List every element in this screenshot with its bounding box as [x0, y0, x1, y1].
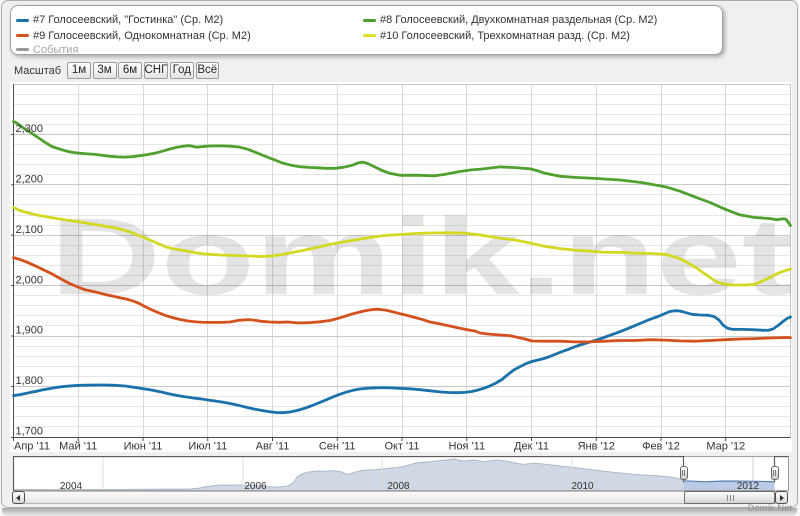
svg-text:Июн '11: Июн '11	[124, 441, 163, 453]
svg-text:2,100: 2,100	[16, 224, 44, 236]
svg-text:Авг '11: Авг '11	[256, 441, 290, 453]
svg-text:Май '11: Май '11	[59, 441, 97, 453]
svg-text:1,800: 1,800	[16, 375, 44, 387]
svg-text:2004: 2004	[60, 481, 83, 492]
svg-text:2008: 2008	[387, 481, 410, 492]
svg-text:Янв '12: Янв '12	[578, 441, 615, 453]
svg-text:2,200: 2,200	[16, 174, 44, 186]
svg-text:2,000: 2,000	[16, 274, 44, 286]
svg-text:Domik.net: Domik.net	[50, 196, 793, 318]
svg-text:Ноя '11: Ноя '11	[449, 441, 486, 453]
svg-text:2012: 2012	[737, 481, 760, 492]
svg-text:Фев '12: Фев '12	[642, 441, 680, 453]
svg-text:Окт '11: Окт '11	[384, 441, 419, 453]
svg-text:Июл '11: Июл '11	[188, 441, 227, 453]
svg-text:Дек '11: Дек '11	[514, 441, 549, 453]
svg-text:2010: 2010	[571, 481, 594, 492]
svg-text:Мар '12: Мар '12	[706, 441, 745, 453]
svg-text:2006: 2006	[244, 481, 267, 492]
svg-text:2,300: 2,300	[16, 123, 44, 135]
svg-text:1,700: 1,700	[16, 426, 44, 438]
svg-text:Сен '11: Сен '11	[319, 441, 356, 453]
svg-text:1,900: 1,900	[16, 325, 44, 337]
svg-text:Апр '11: Апр '11	[14, 441, 50, 453]
